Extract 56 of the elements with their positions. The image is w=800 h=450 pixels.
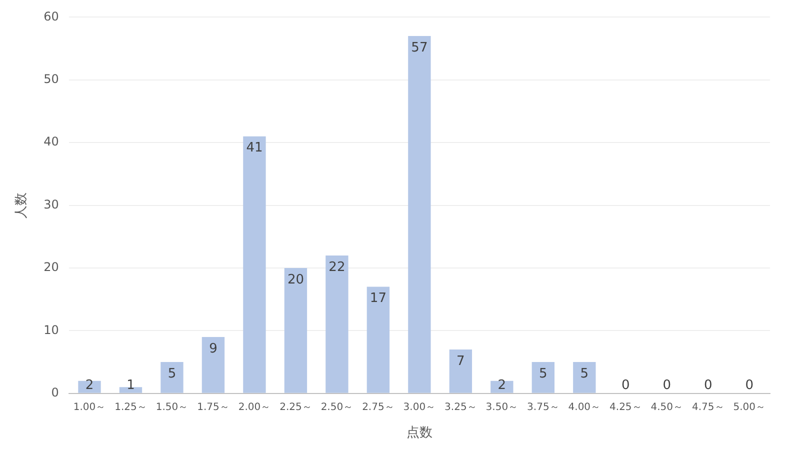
y-tick-label: 10 <box>44 322 59 337</box>
data-label: 1 <box>126 378 135 393</box>
bar <box>284 268 308 393</box>
data-label: 5 <box>580 366 589 382</box>
data-label: 0 <box>745 378 754 393</box>
data-label: 2 <box>85 378 94 393</box>
bar <box>408 36 431 393</box>
bar <box>160 362 184 393</box>
data-label: 22 <box>328 260 346 275</box>
data-label: 17 <box>370 291 386 306</box>
x-tick-label: 2.00～ <box>238 402 271 413</box>
bar <box>243 136 266 393</box>
bar <box>449 350 472 393</box>
y-tick-label: 60 <box>44 9 59 24</box>
data-label: 9 <box>209 341 218 356</box>
x-tick-label: 1.25～ <box>114 402 147 413</box>
x-tick-label: 4.75～ <box>692 402 724 413</box>
x-tick-label: 5.00～ <box>733 402 766 413</box>
data-label: 20 <box>287 272 304 288</box>
data-label: 0 <box>704 378 712 393</box>
x-tick-label: 3.00～ <box>403 402 436 413</box>
x-tick-label: 1.50～ <box>156 402 188 413</box>
x-axis-title: 点数 <box>406 426 432 441</box>
x-tick-label: 1.00～ <box>73 402 106 413</box>
x-tick-label: 3.75～ <box>527 402 560 413</box>
x-tick-label: 2.25～ <box>280 402 312 413</box>
bar <box>202 336 225 393</box>
y-tick-label: 40 <box>44 134 59 149</box>
data-label: 41 <box>246 140 263 156</box>
data-label: 2 <box>498 378 506 393</box>
bar <box>119 387 142 393</box>
x-tick-label: 3.25～ <box>444 402 477 413</box>
data-label: 0 <box>622 378 630 393</box>
data-label: 7 <box>456 354 465 369</box>
bar <box>573 362 596 393</box>
bar <box>532 362 555 393</box>
x-tick-label: 1.75～ <box>197 402 230 413</box>
x-tick-label: 4.25～ <box>610 402 642 413</box>
x-tick-label: 3.50～ <box>486 402 518 413</box>
x-tick-label: 4.00～ <box>568 402 601 413</box>
y-axis-title: 人数 <box>14 192 30 218</box>
data-label: 0 <box>662 378 672 393</box>
data-label: 57 <box>411 40 428 56</box>
data-label: 5 <box>168 366 176 382</box>
data-label: 5 <box>539 366 548 382</box>
x-tick-label: 2.75～ <box>362 402 394 413</box>
bar <box>326 255 348 393</box>
y-tick-label: 50 <box>44 72 59 86</box>
y-tick-label: 0 <box>51 386 59 400</box>
bar <box>490 380 514 393</box>
y-tick-label: 20 <box>44 260 59 274</box>
y-tick-label: 30 <box>44 197 59 212</box>
bar <box>78 380 101 393</box>
x-tick-label: 4.50～ <box>650 402 684 413</box>
bar <box>366 286 390 393</box>
x-tick-label: 2.50～ <box>320 402 354 413</box>
